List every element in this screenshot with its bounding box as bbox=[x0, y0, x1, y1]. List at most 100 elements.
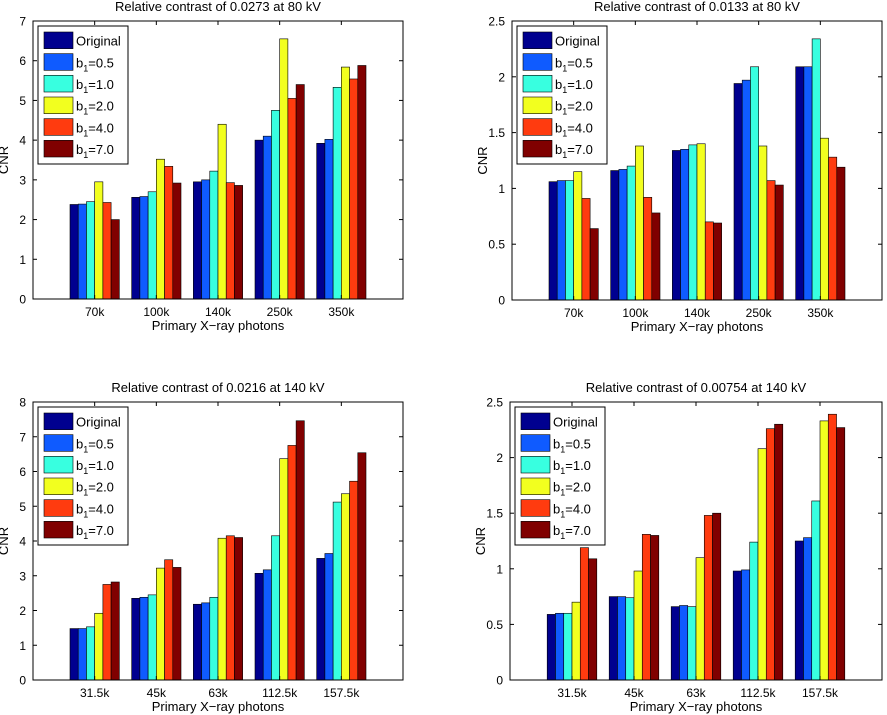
legend-label-rest: =2.0 bbox=[567, 99, 593, 114]
legend-label: b1=4.0 bbox=[553, 501, 591, 519]
legend-label-main: b bbox=[76, 458, 83, 473]
legend-swatch bbox=[43, 456, 74, 474]
bar-157.5k-b105 bbox=[324, 553, 334, 681]
legend-label-rest: =4.0 bbox=[88, 501, 114, 516]
bar-250k-b140 bbox=[287, 98, 297, 300]
legend-swatch bbox=[520, 521, 551, 539]
bar-250k-b170 bbox=[295, 84, 305, 300]
bar-63k-b105 bbox=[201, 602, 211, 681]
legend-label: Original bbox=[76, 34, 121, 49]
legend-label-main: Original bbox=[76, 415, 121, 430]
bar-250k-b140 bbox=[766, 180, 776, 301]
y-tick-label: 1.5 bbox=[486, 507, 503, 521]
bar-140k-Original bbox=[672, 150, 681, 301]
bar-70k-b170 bbox=[110, 219, 120, 300]
y-tick-label: 1 bbox=[19, 639, 26, 653]
legend-label-rest: =0.5 bbox=[88, 55, 114, 70]
bar-70k-b105 bbox=[77, 203, 87, 300]
y-tick-label: 0 bbox=[19, 293, 26, 307]
legend-label-main: b bbox=[553, 436, 560, 451]
bar-157.5k-b170 bbox=[836, 427, 846, 681]
legend-swatch bbox=[520, 499, 551, 517]
legend-label-main: b bbox=[555, 120, 562, 135]
bar-350k-b110 bbox=[332, 87, 342, 300]
legend-label-main: b bbox=[76, 142, 83, 157]
legend-label-main: b bbox=[553, 501, 560, 516]
x-tick-label: 350k bbox=[328, 305, 355, 319]
bar-31.5k-b120 bbox=[94, 612, 104, 681]
chart-panel-3: 31.5k 45k 63k 112.5k 157.5k 0 1 2 3 4 5 6 7 8 Relative… bbox=[0, 380, 404, 714]
y-tick-label: 2 bbox=[19, 213, 26, 227]
bar-45k-b170 bbox=[650, 535, 660, 681]
legend-label-main: b bbox=[76, 55, 83, 70]
legend-swatch bbox=[43, 96, 74, 114]
legend-swatch bbox=[43, 140, 74, 158]
bar-70k-b140 bbox=[581, 198, 591, 301]
legend-label-rest: =0.5 bbox=[565, 436, 591, 451]
y-tick-label: 0 bbox=[19, 674, 26, 688]
bar-350k-b140 bbox=[828, 156, 838, 301]
bar-45k-b120 bbox=[156, 567, 165, 681]
bar-350k-b120 bbox=[341, 66, 350, 300]
legend-label-subscript: 1 bbox=[83, 150, 88, 160]
x-tick-label: 70k bbox=[85, 305, 105, 319]
legend-label-rest: =7.0 bbox=[565, 523, 591, 538]
legend-label-main: b bbox=[76, 501, 83, 516]
bar-250k-b120 bbox=[758, 145, 768, 301]
x-axis-label: Primary X−ray photons bbox=[631, 319, 764, 334]
bar-250k-b110 bbox=[271, 110, 280, 300]
bar-63k-b170 bbox=[712, 512, 722, 681]
bar-157.5k-b140 bbox=[349, 480, 359, 681]
legend-label-main: b bbox=[553, 480, 560, 495]
bar-45k-b140 bbox=[164, 559, 174, 681]
bar-70k-b110 bbox=[86, 201, 95, 300]
bar-350k-b170 bbox=[836, 166, 846, 301]
legend-label-rest: =4.0 bbox=[567, 120, 593, 135]
legend-label-rest: =2.0 bbox=[88, 480, 114, 495]
bar-63k-b110 bbox=[687, 606, 697, 681]
bar-63k-b110 bbox=[209, 596, 219, 681]
legend-label-subscript: 1 bbox=[560, 531, 565, 541]
x-tick-label: 100k bbox=[622, 306, 649, 320]
legend-swatch bbox=[520, 412, 551, 430]
bar-45k-Original bbox=[131, 598, 141, 681]
x-tick-label: 70k bbox=[564, 306, 584, 320]
bar-140k-b170 bbox=[713, 222, 722, 301]
legend-label-subscript: 1 bbox=[562, 63, 567, 73]
bar-112.5k-Original bbox=[732, 570, 742, 681]
legend-label-main: b bbox=[76, 120, 83, 135]
legend-label-subscript: 1 bbox=[83, 466, 88, 476]
bar-100k-b140 bbox=[643, 197, 653, 301]
y-tick-label: 6 bbox=[19, 465, 26, 479]
bar-350k-b120 bbox=[820, 137, 829, 301]
bar-100k-b110 bbox=[626, 165, 636, 301]
legend-label-main: Original bbox=[553, 415, 598, 430]
bar-31.5k-b170 bbox=[110, 581, 120, 681]
bar-350k-Original bbox=[795, 66, 805, 301]
legend-swatch bbox=[522, 75, 553, 93]
legend-label-rest: =4.0 bbox=[565, 501, 591, 516]
x-tick-label: 157.5k bbox=[323, 686, 360, 700]
legend-label-rest: =7.0 bbox=[88, 142, 114, 157]
chart-title: Relative contrast of 0.0216 at 140 kV bbox=[111, 380, 325, 395]
y-tick-label: 0.5 bbox=[486, 618, 503, 632]
legend-swatch bbox=[43, 53, 74, 71]
bar-350k-Original bbox=[316, 143, 326, 300]
legend-label-main: Original bbox=[76, 34, 121, 49]
bar-157.5k-b140 bbox=[827, 413, 837, 681]
y-tick-label: 1 bbox=[498, 182, 505, 196]
x-tick-label: 140k bbox=[684, 306, 711, 320]
bar-31.5k-b105 bbox=[555, 612, 565, 681]
bar-112.5k-b170 bbox=[295, 420, 305, 681]
bar-140k-b120 bbox=[696, 143, 706, 301]
axes-frame bbox=[32, 401, 404, 681]
legend-label-main: b bbox=[555, 142, 562, 157]
bar-31.5k-b120 bbox=[571, 601, 581, 681]
bar-100k-b170 bbox=[172, 182, 182, 300]
chart-panel-2: 70k 100k 140k 250k 350k 0 0.5 1 1.5 2 2.5 Relative … bbox=[475, 0, 883, 334]
y-tick-label: 2.5 bbox=[486, 396, 503, 410]
y-tick-label: 4 bbox=[19, 134, 26, 148]
chart-panel-4: 31.5k 45k 63k 112.5k 157.5k 0 0.5 1 1.5 2 2.5 Relat… bbox=[473, 380, 883, 714]
bar-70k-b170 bbox=[589, 228, 599, 301]
y-axis-label: CNR bbox=[475, 146, 490, 174]
